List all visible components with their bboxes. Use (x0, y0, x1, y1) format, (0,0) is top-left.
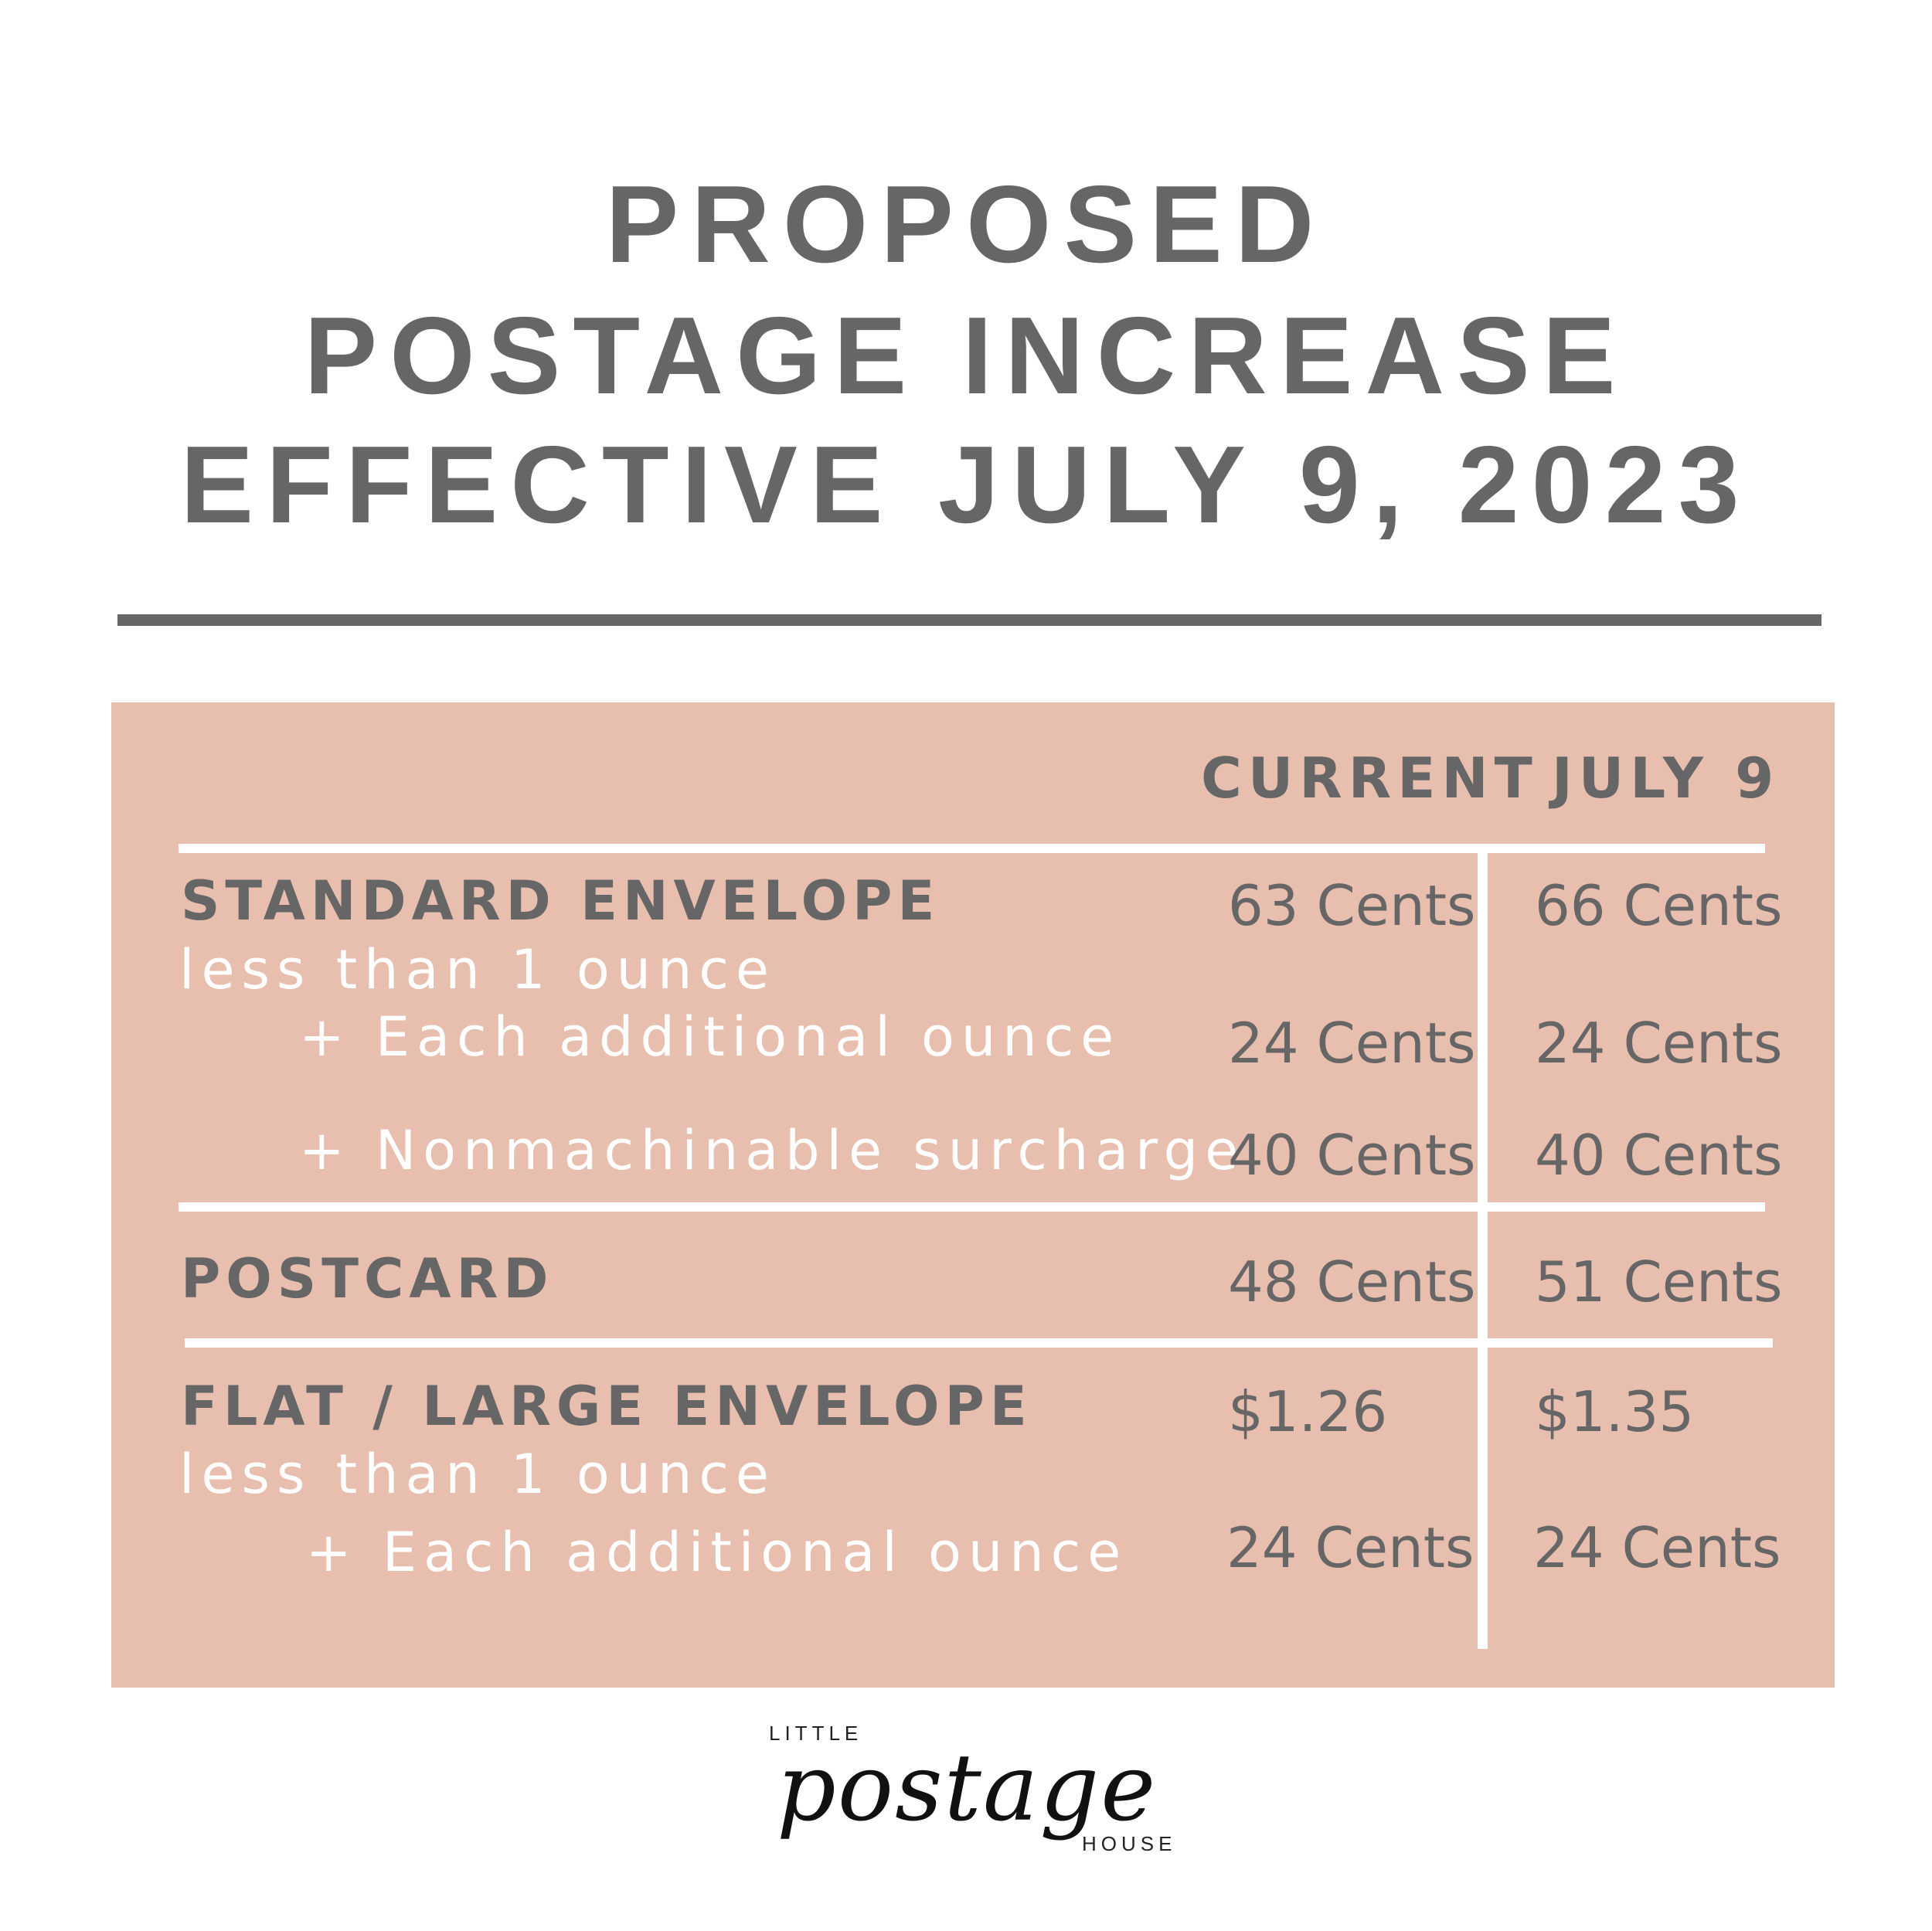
title-line-3: EFFECTIVE JULY 9, 2023 (180, 423, 1752, 546)
flat-envelope-july9: $1.35 (1535, 1379, 1695, 1444)
rule-header (179, 844, 1765, 853)
title-divider (117, 614, 1821, 626)
nonmachinable-current: 40 Cents (1228, 1123, 1476, 1188)
logo-little: LITTLE (769, 1722, 863, 1745)
nonmachinable-july9: 40 Cents (1535, 1123, 1783, 1188)
standard-envelope-label: STANDARD ENVELOPE (181, 869, 940, 933)
header-current: CURRENT (1201, 746, 1539, 811)
standard-additional-current: 24 Cents (1228, 1011, 1476, 1076)
standard-additional-july9: 24 Cents (1535, 1011, 1783, 1076)
rule-postcard-end (185, 1338, 1773, 1348)
flat-envelope-current: $1.26 (1228, 1379, 1388, 1444)
rule-standard-end (179, 1202, 1765, 1212)
rates-panel: CURRENT JULY 9 STANDARD ENVELOPE less th… (111, 702, 1835, 1688)
postcard-current: 48 Cents (1228, 1249, 1476, 1314)
column-divider (1478, 853, 1488, 1649)
standard-additional-label: + Each additional ounce (299, 1005, 1121, 1069)
postcard-july9: 51 Cents (1535, 1249, 1783, 1314)
standard-envelope-sublabel: less than 1 ounce (179, 938, 776, 1001)
title-line-1: PROPOSED (605, 163, 1327, 286)
flat-additional-current: 24 Cents (1226, 1515, 1475, 1580)
logo-postage: postage (777, 1735, 1158, 1842)
flat-additional-label: + Each additional ounce (306, 1521, 1128, 1584)
title-line-2: POSTAGE INCREASE (304, 294, 1628, 417)
standard-envelope-july9: 66 Cents (1535, 873, 1783, 938)
postcard-label: POSTCARD (181, 1247, 554, 1311)
flat-additional-july9: 24 Cents (1533, 1515, 1781, 1580)
flat-envelope-label: FLAT / LARGE ENVELOPE (181, 1375, 1032, 1438)
logo-house: HOUSE (1082, 1832, 1177, 1855)
standard-envelope-current: 63 Cents (1228, 873, 1476, 938)
header-july9: JULY 9 (1552, 746, 1781, 811)
nonmachinable-label: + Nonmachinable surcharge (299, 1119, 1246, 1182)
flat-envelope-sublabel: less than 1 ounce (179, 1443, 776, 1506)
